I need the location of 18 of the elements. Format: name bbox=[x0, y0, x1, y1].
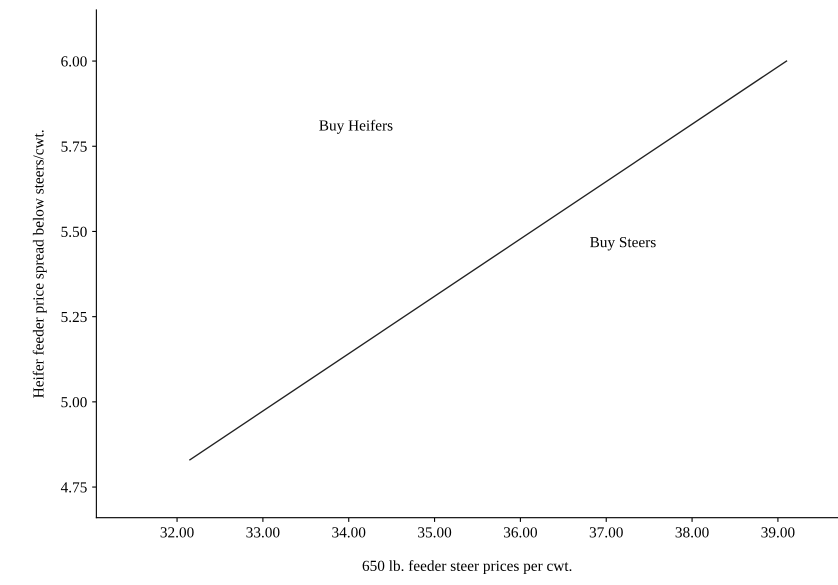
y-axis-title: Heifer feeder price spread below steers/cwt. bbox=[32, 130, 47, 398]
x-tick-label: 39.00 bbox=[761, 527, 795, 538]
y-tick-label: 5.00 bbox=[61, 396, 87, 408]
y-tick-label: 5.50 bbox=[61, 226, 87, 237]
x-tick-label: 33.00 bbox=[246, 527, 280, 538]
y-tick-label: 5.25 bbox=[61, 312, 87, 322]
y-tick-label: 4.75 bbox=[60, 482, 87, 493]
annotation: Buy Heifers bbox=[319, 120, 393, 134]
y-tick-label: 6.00 bbox=[61, 56, 87, 67]
annotation: Buy Steers bbox=[590, 237, 656, 250]
x-axis-title: 650 lb. feeder steer prices per cwt. bbox=[362, 560, 572, 574]
x-tick-label: 35.00 bbox=[418, 527, 452, 538]
x-tick-label: 32.00 bbox=[160, 527, 194, 538]
x-tick-label: 38.00 bbox=[676, 527, 709, 538]
y-tick-label: 5.75 bbox=[61, 142, 87, 152]
x-tick-label: 34.00 bbox=[332, 527, 366, 538]
x-tick-label: 37.00 bbox=[590, 527, 623, 538]
x-tick-label: 36.00 bbox=[504, 527, 538, 538]
